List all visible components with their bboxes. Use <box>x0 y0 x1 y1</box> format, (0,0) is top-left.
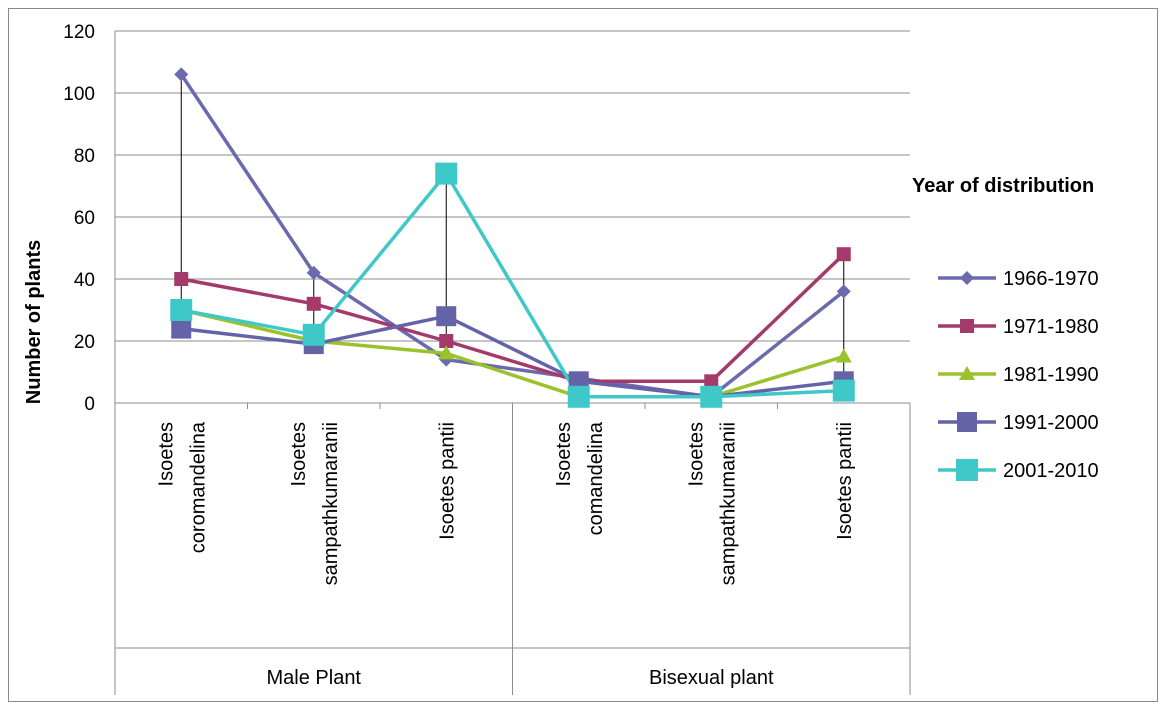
y-tick-labels: 0 20 40 60 80 100 120 <box>63 22 95 415</box>
category-labels: Isoetes coromandelina Isoetes sampathkumara… <box>155 421 856 585</box>
y-tick-label: 120 <box>63 22 95 43</box>
y-tick-label: 80 <box>74 146 95 167</box>
category-label: sampathkumaranii <box>717 422 739 585</box>
series-markers-1981-1990 <box>173 302 852 403</box>
category-label: Isoetes pantii <box>834 422 856 540</box>
category-label: Isoetes <box>288 422 310 486</box>
data-point <box>835 348 852 363</box>
data-point <box>174 67 189 82</box>
series-line-1971-1980 <box>180 252 845 384</box>
y-tick-label: 100 <box>63 84 95 105</box>
data-point <box>439 334 454 348</box>
legend-label: 1971-1980 <box>1003 316 1099 338</box>
data-point <box>435 162 458 185</box>
data-point <box>836 284 851 299</box>
y-tick-label: 20 <box>74 332 95 353</box>
legend-item: 1981-1990 <box>938 364 1099 386</box>
data-point <box>171 318 192 339</box>
series-line-1966-1970 <box>179 73 845 399</box>
legend-title: Year of distribution <box>912 175 1094 197</box>
category-label: Isoetes <box>685 422 707 486</box>
legend-marker <box>959 366 975 380</box>
data-point <box>700 385 723 408</box>
y-tick-label: 40 <box>74 270 95 291</box>
category-label: comandelina <box>585 421 607 535</box>
data-point <box>704 374 719 389</box>
series-markers-1966-1970 <box>174 67 851 404</box>
legend-item: 1971-1980 <box>938 316 1099 338</box>
data-point <box>567 385 590 408</box>
axes <box>114 31 911 695</box>
legend-item: 1991-2000 <box>938 412 1099 434</box>
data-point <box>170 299 193 321</box>
series-line-2001-2010 <box>180 171 844 399</box>
chart-frame <box>8 8 1158 702</box>
legend-marker <box>957 412 977 432</box>
series-markers-1971-1980 <box>174 247 851 389</box>
category-label: sampathkumaranii <box>320 422 342 585</box>
category-label: Isoetes <box>553 422 575 486</box>
legend-marker <box>960 271 974 285</box>
data-point <box>306 296 321 311</box>
data-point <box>302 323 325 346</box>
data-point <box>306 265 321 280</box>
group-label: Male Plant <box>267 667 362 689</box>
legend-marker <box>956 459 978 481</box>
legend-label: 1991-2000 <box>1003 412 1099 434</box>
category-label: Isoetes pantii <box>436 422 458 540</box>
legend-item: 2001-2010 <box>938 459 1099 482</box>
y-axis-title: Number of plants <box>23 240 45 404</box>
legend: Year of distribution 1966-1970 1971-1980 1… <box>912 175 1099 482</box>
legend-item: 1966-1970 <box>938 268 1099 290</box>
legend-marker <box>960 319 974 333</box>
category-label: coromandelina <box>187 421 209 553</box>
y-tick-label: 60 <box>74 208 95 229</box>
series-markers <box>170 67 855 408</box>
series-line-1981-1990 <box>180 308 845 399</box>
category-label: Isoetes <box>155 422 177 486</box>
group-labels: Male Plant Bisexual plant <box>267 667 774 689</box>
legend-label: 2001-2010 <box>1003 460 1099 482</box>
data-point <box>832 379 855 402</box>
y-tick-label: 0 <box>84 394 95 415</box>
data-point <box>436 306 457 327</box>
legend-label: 1981-1990 <box>1003 364 1099 386</box>
legend-label: 1966-1970 <box>1003 268 1099 290</box>
data-point <box>174 272 189 286</box>
data-point <box>836 247 851 262</box>
series-markers-2001-2010 <box>170 162 855 408</box>
series-lines <box>179 73 845 399</box>
gridlines <box>115 30 910 342</box>
group-label: Bisexual plant <box>649 667 774 689</box>
data-point <box>438 345 455 360</box>
